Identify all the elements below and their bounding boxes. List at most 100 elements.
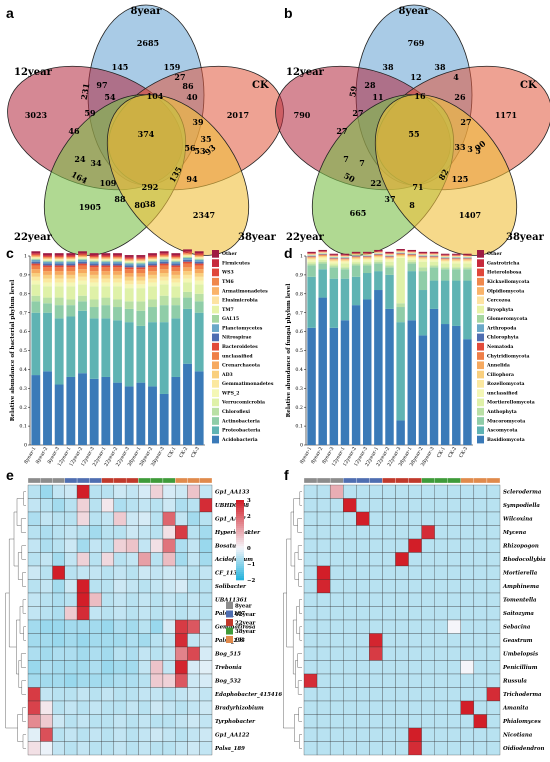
heatmap-row-label: Russula (502, 678, 527, 684)
legend-label: unclassified (222, 353, 253, 359)
heatmap-cell (175, 498, 188, 513)
heatmap-cell (343, 741, 357, 756)
bar-segment (43, 274, 52, 279)
bar-segment (318, 255, 327, 256)
bar-segment (307, 276, 316, 328)
heatmap-cell (40, 592, 53, 607)
heatmap-cell (395, 538, 409, 553)
bar-segment (318, 261, 327, 264)
bar-segment (329, 259, 339, 261)
heatmap-cell (486, 700, 501, 715)
heatmap-cell (486, 741, 501, 756)
heatmap-cell (382, 727, 396, 742)
heatmap-cell (113, 498, 127, 513)
bar-segment (452, 269, 461, 281)
color-scale-step (236, 564, 244, 567)
heatmap-row-label: Gp1_AA17 (215, 516, 246, 522)
heatmap-cell (369, 592, 383, 607)
bar-segment (318, 269, 327, 298)
venn-count: 82 (436, 167, 450, 182)
venn-label-22year: 22year (286, 232, 325, 243)
heatmap-cell (447, 714, 461, 729)
heatmap-cell (27, 741, 41, 756)
bar-segment (89, 299, 99, 308)
bar-segment (31, 284, 41, 296)
heatmap-cell (52, 511, 65, 526)
heatmap-row-label: Trebonia (215, 665, 242, 671)
bar-segment (407, 254, 416, 256)
color-scale-step (236, 556, 244, 559)
heatmap-cell (395, 660, 409, 675)
heatmap-cell (460, 552, 475, 567)
heatmap-cell (434, 673, 448, 688)
heatmap-cell (113, 592, 127, 607)
color-scale-step (236, 526, 244, 529)
venn-count: 11 (372, 92, 383, 102)
heatmap-cell (125, 565, 139, 580)
heatmap-cell (187, 525, 200, 540)
bar-segment (171, 259, 181, 261)
heatmap-cell (303, 565, 318, 580)
heatmap-cell (150, 646, 164, 661)
heatmap-cell (199, 741, 213, 756)
heatmap-cell (76, 579, 90, 594)
heatmap-cell (27, 727, 41, 742)
heatmap-cell (395, 633, 409, 648)
heatmap-row-label: Wilcoxina (503, 516, 533, 522)
heatmap-cell (175, 538, 188, 553)
bar-segment (43, 282, 52, 287)
bar-segment (318, 263, 327, 270)
bar-segment (66, 267, 76, 272)
heatmap-cell (316, 714, 331, 729)
x-tick-label: CK-1 (436, 446, 447, 459)
heatmap-cell (27, 498, 41, 513)
heatmap-cell (303, 646, 318, 661)
legend-label: Kickxellomycota (487, 279, 529, 285)
heatmap-cell (316, 484, 331, 499)
heatmap-cell (89, 660, 102, 675)
dendrogram-branch (22, 734, 26, 749)
color-scale-step (236, 502, 244, 505)
heatmap-cell (473, 484, 488, 499)
bar-segment (89, 278, 99, 283)
venn-count: 24 (74, 154, 86, 164)
legend-label: Elusimicrobia (222, 298, 258, 304)
bar-segment (54, 297, 64, 306)
bar-segment (159, 273, 169, 277)
bar-segment (418, 251, 428, 253)
heatmap-cell (138, 727, 151, 742)
heatmap-cell (460, 565, 475, 580)
heatmap-cell (408, 741, 422, 756)
heatmap-cell (303, 592, 318, 607)
x-tick-label: CK-2 (447, 446, 458, 459)
color-scale-step (236, 578, 244, 581)
panel-label-a: a (6, 5, 14, 21)
heatmap-cell (113, 633, 127, 648)
bar-segment (194, 293, 204, 302)
heatmap-cell (138, 565, 151, 580)
heatmap-cell (199, 592, 213, 607)
bar-segment (363, 299, 372, 445)
dendrogram-branch (17, 714, 23, 742)
heatmap-cell (486, 619, 501, 634)
heatmap-cell (408, 606, 422, 621)
heatmap-cell (408, 700, 422, 715)
heatmap-cell (89, 498, 102, 513)
heatmap-cell (460, 727, 475, 742)
legend-label: Bryophyta (487, 307, 513, 313)
bar-segment (78, 254, 87, 256)
color-scale-step (236, 530, 244, 533)
heatmap-cell (89, 484, 102, 499)
heatmap-cell (150, 673, 164, 688)
heatmap-cell (175, 592, 188, 607)
heatmap-cell (187, 552, 200, 567)
y-tick-label: 0.6 (295, 329, 303, 335)
legend-swatch (212, 435, 219, 444)
bar-segment (194, 280, 204, 285)
heatmap-cell (316, 633, 331, 648)
heatmap-cell (101, 606, 115, 621)
color-scale-step (236, 528, 244, 531)
heatmap-cell (52, 484, 65, 499)
heatmap-cell (486, 660, 501, 675)
bar-segment (31, 265, 41, 270)
